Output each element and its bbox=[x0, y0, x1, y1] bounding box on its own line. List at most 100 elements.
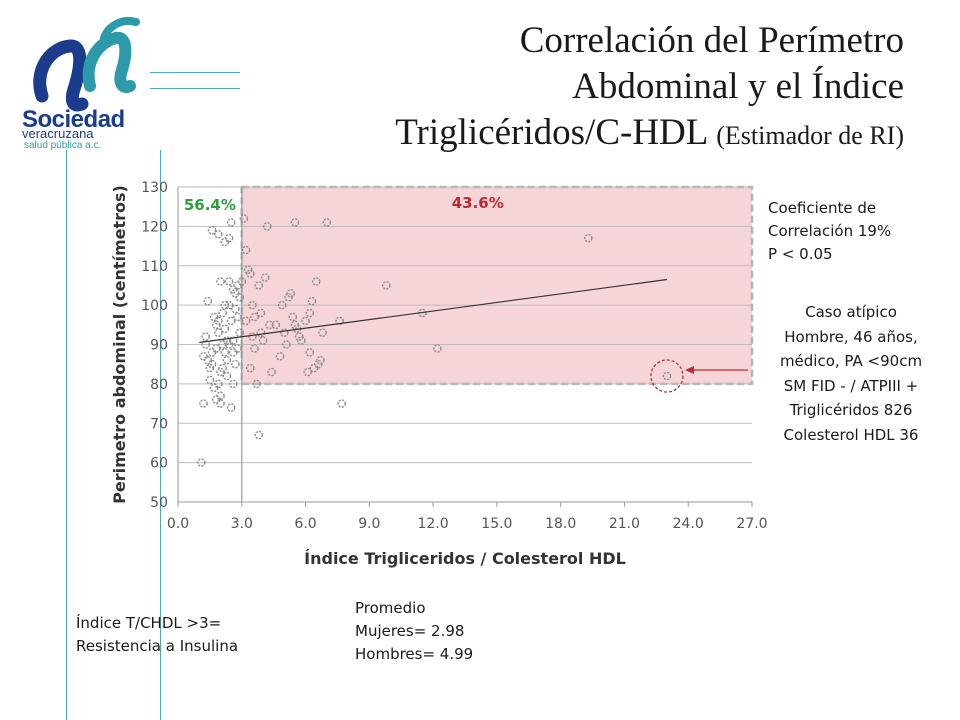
data-point-39 bbox=[226, 403, 236, 412]
data-point-30 bbox=[207, 226, 217, 235]
data-point-89 bbox=[322, 218, 332, 227]
data-point-1 bbox=[199, 399, 208, 408]
title-line-3: Triglicéridos/C-HDL (Estimador de RI) bbox=[204, 110, 904, 159]
outlier-line-6: Colesterol HDL 36 bbox=[783, 425, 919, 444]
data-point-101 bbox=[256, 308, 266, 318]
data-point-86 bbox=[311, 277, 321, 286]
outlier-line-2: Hombre, 46 años, bbox=[784, 327, 918, 346]
data-point-41 bbox=[222, 371, 232, 381]
data-point-102 bbox=[277, 300, 287, 310]
decor-line-top bbox=[150, 72, 240, 73]
data-point-12 bbox=[205, 375, 215, 385]
data-point-81 bbox=[301, 316, 310, 326]
data-point-85 bbox=[309, 363, 319, 373]
x-axis-label: Índice Trigliceridos / Colesterol HDL bbox=[304, 549, 626, 568]
threshold-line-1: Índice T/CHDL >3= bbox=[76, 614, 222, 632]
x-tick-label-5: 15.0 bbox=[481, 516, 512, 532]
data-point-20 bbox=[203, 296, 213, 306]
outlier-arrow-head bbox=[684, 366, 694, 374]
x-tick-label-8: 24.0 bbox=[673, 516, 704, 532]
logo-tagline: salud pública a.c. bbox=[24, 140, 102, 151]
logo-subname: veracruzana bbox=[22, 126, 94, 141]
data-point-42 bbox=[228, 379, 238, 389]
data-point-84 bbox=[307, 296, 317, 306]
data-point-55 bbox=[239, 214, 249, 223]
correlation-line-2: Correlación 19% bbox=[768, 222, 892, 240]
data-point-38 bbox=[235, 328, 244, 337]
y-tick-label-8: 130 bbox=[141, 180, 168, 196]
data-point-2 bbox=[201, 332, 210, 341]
data-point-99 bbox=[294, 332, 304, 341]
data-point-104 bbox=[316, 355, 325, 365]
data-point-28 bbox=[226, 316, 236, 326]
region-label-right: 43.6% bbox=[452, 194, 504, 212]
y-tick-label-1: 60 bbox=[150, 456, 168, 472]
averages-line-1: Promedio bbox=[355, 599, 426, 617]
data-point-100 bbox=[305, 308, 315, 318]
averages-line-2: Mujeres= 2.98 bbox=[355, 622, 465, 640]
data-point-78 bbox=[290, 218, 300, 227]
data-point-8 bbox=[214, 379, 223, 389]
data-point-14 bbox=[211, 344, 221, 353]
decor-line-bottom bbox=[150, 88, 240, 89]
correlation-note: Coeficiente de Correlación 19% P < 0.05 bbox=[768, 197, 948, 266]
data-point-40 bbox=[216, 399, 225, 408]
data-point-53 bbox=[224, 340, 234, 349]
threshold-note: Índice T/CHDL >3= Resistencia a Insulina bbox=[76, 612, 316, 658]
data-point-0 bbox=[197, 458, 206, 467]
data-point-97 bbox=[265, 320, 274, 330]
correlation-line-1: Coeficiente de bbox=[768, 199, 877, 217]
logo-mark bbox=[33, 17, 140, 112]
data-point-66 bbox=[245, 363, 255, 373]
data-point-48 bbox=[218, 340, 227, 349]
data-point-67 bbox=[250, 344, 259, 353]
data-point-44 bbox=[233, 312, 242, 322]
data-point-88 bbox=[318, 328, 327, 337]
outlier-highlight bbox=[650, 359, 684, 393]
data-point-73 bbox=[275, 352, 285, 361]
data-point-64 bbox=[258, 336, 268, 345]
data-point-65 bbox=[241, 316, 251, 326]
y-tick-label-3: 80 bbox=[150, 377, 168, 393]
correlation-line-3: P < 0.05 bbox=[768, 245, 833, 263]
data-point-72 bbox=[271, 320, 281, 330]
x-tick-label-4: 12.0 bbox=[418, 516, 449, 532]
x-tick-label-9: 27.0 bbox=[736, 516, 767, 532]
data-point-92 bbox=[382, 281, 391, 290]
data-point-94 bbox=[433, 344, 442, 353]
data-point-77 bbox=[288, 312, 298, 322]
data-point-15 bbox=[214, 328, 223, 337]
y-tick-label-0: 50 bbox=[150, 495, 168, 511]
title-line-3-main: Triglicéridos/C-HDL bbox=[395, 112, 708, 153]
data-point-33 bbox=[224, 233, 234, 243]
data-point-26 bbox=[222, 355, 232, 365]
decor-line-left bbox=[66, 150, 67, 720]
outlier-point bbox=[662, 371, 672, 381]
title-line-2: Abdominal y el Índice bbox=[572, 66, 904, 107]
outlier-line-1: Caso atípico bbox=[805, 303, 897, 321]
y-tick-label-2: 70 bbox=[150, 416, 168, 432]
title-line-1: Correlación del Perímetro bbox=[519, 20, 904, 61]
scatter-chart: 50 60 70 80 90 100 110 120 130 0.0 3.0 6.0 9.0 12.0 15… bbox=[110, 180, 768, 568]
data-point-69 bbox=[260, 273, 270, 282]
data-point-56 bbox=[241, 245, 251, 255]
page-title: Correlación del Perímetro Abdominal y el… bbox=[204, 18, 904, 159]
data-point-71 bbox=[267, 367, 276, 377]
data-point-68 bbox=[254, 281, 264, 290]
y-tick-label-4: 90 bbox=[150, 338, 168, 354]
data-point-17 bbox=[218, 363, 227, 373]
title-line-3-suffix: (Estimador de RI) bbox=[716, 121, 904, 150]
data-point-35 bbox=[228, 285, 238, 294]
y-axis-label: Perimetro abdominal (centímetros) bbox=[110, 185, 129, 504]
x-tick-label-2: 6.0 bbox=[294, 516, 316, 532]
data-point-18 bbox=[220, 348, 230, 357]
data-point-13 bbox=[207, 359, 217, 369]
data-point-90 bbox=[335, 316, 344, 326]
outlier-note: Caso atípico Hombre, 46 años, médico, PA… bbox=[745, 300, 957, 447]
data-point-49 bbox=[214, 316, 223, 326]
data-point-51 bbox=[220, 300, 230, 310]
data-point-50 bbox=[228, 348, 238, 357]
trendline bbox=[199, 278, 668, 344]
data-point-63 bbox=[256, 328, 266, 337]
outlier-line-5: Triglicéridos 826 bbox=[789, 401, 913, 419]
